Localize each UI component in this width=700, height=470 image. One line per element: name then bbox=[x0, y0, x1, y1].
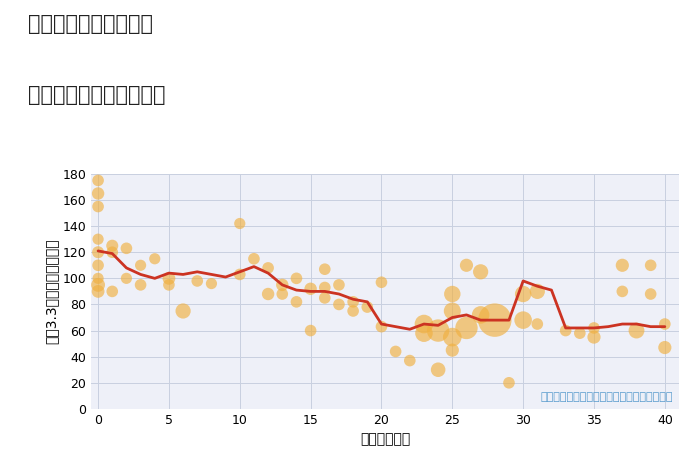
Point bbox=[305, 285, 316, 292]
Point bbox=[447, 346, 458, 354]
Point bbox=[248, 255, 260, 263]
Point bbox=[475, 311, 486, 319]
Point bbox=[461, 324, 472, 332]
Point bbox=[517, 316, 528, 324]
Point bbox=[560, 327, 571, 334]
Point bbox=[106, 249, 118, 256]
Point bbox=[645, 290, 657, 298]
Point bbox=[574, 329, 585, 337]
Point bbox=[92, 274, 104, 282]
Point bbox=[92, 281, 104, 289]
Y-axis label: 坪（3.3㎡）単価（万円）: 坪（3.3㎡）単価（万円） bbox=[44, 239, 58, 344]
Point bbox=[149, 255, 160, 263]
Text: 円の大きさは、取引のあった物件面積を示す: 円の大きさは、取引のあった物件面積を示す bbox=[540, 392, 673, 402]
Point bbox=[419, 329, 430, 337]
Point bbox=[319, 284, 330, 291]
Point bbox=[631, 327, 642, 334]
Point bbox=[106, 242, 118, 250]
Point bbox=[121, 244, 132, 252]
Point bbox=[659, 344, 671, 351]
Point bbox=[305, 327, 316, 334]
Point bbox=[290, 298, 302, 306]
Point bbox=[433, 327, 444, 334]
Point bbox=[92, 249, 104, 256]
Point bbox=[92, 235, 104, 243]
Point bbox=[404, 357, 415, 364]
Point bbox=[347, 298, 358, 306]
Point bbox=[433, 366, 444, 374]
Point bbox=[589, 324, 600, 332]
Point bbox=[135, 261, 146, 269]
Point bbox=[333, 281, 344, 289]
Point bbox=[92, 288, 104, 295]
Point bbox=[262, 290, 274, 298]
Point bbox=[234, 220, 246, 227]
Point bbox=[503, 379, 514, 386]
Point bbox=[532, 320, 543, 328]
Point bbox=[92, 190, 104, 197]
Point bbox=[461, 261, 472, 269]
Point bbox=[163, 274, 174, 282]
Point bbox=[447, 307, 458, 315]
Point bbox=[192, 277, 203, 285]
Point bbox=[532, 288, 543, 295]
Text: 兵庫県尼崎市富松町の: 兵庫県尼崎市富松町の bbox=[28, 14, 153, 34]
Point bbox=[234, 271, 246, 278]
Point bbox=[447, 290, 458, 298]
Point bbox=[489, 316, 500, 324]
Point bbox=[92, 203, 104, 210]
Point bbox=[206, 280, 217, 287]
Point bbox=[617, 261, 628, 269]
Point bbox=[376, 279, 387, 286]
Point bbox=[319, 294, 330, 302]
Point bbox=[347, 307, 358, 315]
Point bbox=[92, 261, 104, 269]
Point bbox=[92, 177, 104, 184]
Point bbox=[617, 288, 628, 295]
Point bbox=[447, 333, 458, 341]
Point bbox=[589, 333, 600, 341]
Point bbox=[106, 288, 118, 295]
Point bbox=[517, 290, 528, 298]
Point bbox=[163, 281, 174, 289]
Point bbox=[276, 290, 288, 298]
Text: 築年数別中古戸建て価格: 築年数別中古戸建て価格 bbox=[28, 85, 165, 105]
Point bbox=[390, 348, 401, 355]
Point bbox=[276, 281, 288, 289]
Point bbox=[659, 320, 671, 328]
Point bbox=[319, 266, 330, 273]
Point bbox=[290, 274, 302, 282]
Point bbox=[475, 268, 486, 275]
X-axis label: 築年数（年）: 築年数（年） bbox=[360, 432, 410, 446]
Point bbox=[135, 281, 146, 289]
Point bbox=[121, 274, 132, 282]
Point bbox=[419, 320, 430, 328]
Point bbox=[178, 307, 189, 315]
Point bbox=[262, 264, 274, 272]
Point bbox=[645, 261, 657, 269]
Point bbox=[362, 303, 373, 311]
Point bbox=[376, 323, 387, 330]
Point bbox=[333, 301, 344, 308]
